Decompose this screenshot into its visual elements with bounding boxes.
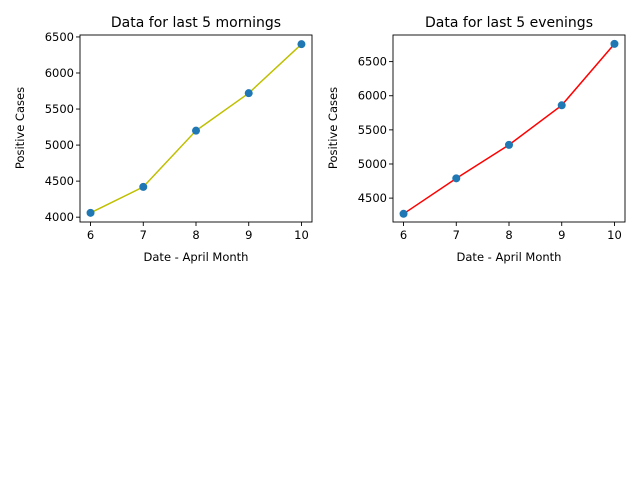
x-tick-label: 8 xyxy=(505,228,512,242)
y-tick-label: 4000 xyxy=(45,210,74,224)
x-tick-label: 7 xyxy=(453,228,460,242)
y-tick-label: 5000 xyxy=(358,157,387,171)
x-tick-label: 6 xyxy=(400,228,407,242)
y-tick-label: 4500 xyxy=(358,191,387,205)
data-point xyxy=(610,39,619,48)
y-tick-label: 5500 xyxy=(45,102,74,116)
chart-mornings: Data for last 5 mornings Date - April Mo… xyxy=(13,15,313,264)
data-point xyxy=(399,209,408,218)
data-point xyxy=(452,174,461,183)
data-point xyxy=(192,126,200,135)
data-point xyxy=(557,101,566,110)
y-tick-label: 5500 xyxy=(358,123,387,137)
y-tick-label: 6000 xyxy=(45,66,74,80)
y-tick-label: 6500 xyxy=(45,30,74,44)
x-tick-label: 9 xyxy=(245,228,252,242)
y-tick-label: 6000 xyxy=(358,89,387,103)
data-point xyxy=(139,182,148,191)
x-tick-label: 6 xyxy=(87,228,94,242)
chart-evenings: Data for last 5 evenings Date - April Mo… xyxy=(326,15,626,264)
x-tick-label: 8 xyxy=(192,228,199,242)
y-axis-label: Positive Cases xyxy=(13,87,27,169)
y-tick-label: 4500 xyxy=(45,174,74,188)
chart-title: Data for last 5 mornings xyxy=(111,15,281,31)
data-point xyxy=(505,140,513,149)
chart-title: Data for last 5 evenings xyxy=(425,15,593,31)
y-tick-label: 6500 xyxy=(358,55,387,69)
x-tick-label: 7 xyxy=(140,228,147,242)
x-axis-label: Date - April Month xyxy=(144,250,249,264)
x-tick-label: 10 xyxy=(294,228,309,242)
y-tick-label: 5000 xyxy=(45,138,74,152)
data-point xyxy=(244,89,253,98)
x-tick-label: 9 xyxy=(558,228,565,242)
series-line xyxy=(403,43,616,215)
y-axis-label: Positive Cases xyxy=(326,87,340,169)
data-point xyxy=(86,208,95,217)
x-axis-label: Date - April Month xyxy=(457,250,562,264)
x-tick-label: 10 xyxy=(607,228,622,242)
plot-frame xyxy=(392,34,626,223)
data-point xyxy=(297,40,306,49)
